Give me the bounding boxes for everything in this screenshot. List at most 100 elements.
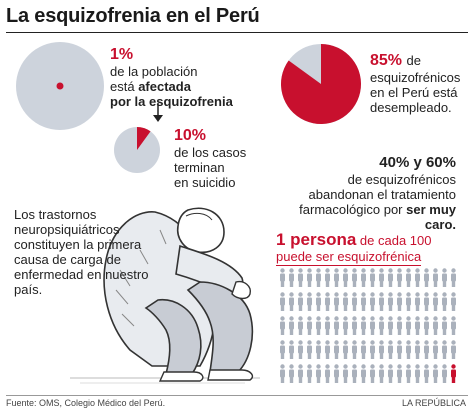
persona-value: 1 persona — [276, 230, 357, 249]
person-icon — [433, 292, 438, 311]
stat-treatment-line2: abandonan el tratamiento — [308, 187, 456, 202]
person-icon — [370, 268, 375, 287]
stat-suicide-value: 10% — [174, 127, 207, 144]
stat-population: 1% de la población está afectada por la … — [110, 46, 233, 109]
stat-unemployed-line1: de — [406, 53, 421, 68]
person-icon — [298, 292, 303, 311]
person-icon — [325, 316, 330, 335]
person-icon — [280, 316, 285, 335]
person-icon — [397, 340, 402, 359]
person-icon — [451, 340, 456, 359]
person-icon — [451, 292, 456, 311]
person-icon — [307, 268, 312, 287]
person-icon — [451, 316, 456, 335]
person-icon — [451, 268, 456, 287]
stat-treatment: 40% y 60% de esquizofrénicos abandonan e… — [272, 154, 456, 232]
people-grid — [280, 268, 456, 383]
person-icon — [343, 292, 348, 311]
persona-block: 1 persona de cada 100 puede ser esquizof… — [276, 230, 432, 266]
title-divider — [6, 32, 468, 33]
person-icon — [352, 292, 357, 311]
disorders-text: Los trastornos neuropsiquiátricos consti… — [14, 207, 149, 297]
person-icon — [379, 364, 384, 383]
person-icon — [298, 340, 303, 359]
person-icon — [415, 364, 420, 383]
person-icon — [334, 292, 339, 311]
person-icon — [316, 364, 321, 383]
person-icon — [442, 316, 447, 335]
person-icon — [361, 268, 366, 287]
person-icon — [388, 364, 393, 383]
stat-unemployed-line2: esquizofrénicos — [370, 70, 461, 85]
person-icon — [379, 292, 384, 311]
stat-unemployed-value: 85% de — [370, 52, 460, 70]
person-icon — [415, 268, 420, 287]
person-icon — [397, 316, 402, 335]
person-icon — [433, 340, 438, 359]
person-icon — [316, 292, 321, 311]
person-icon — [289, 268, 294, 287]
person-icon — [307, 316, 312, 335]
person-icon — [352, 316, 357, 335]
pie-population — [16, 42, 104, 130]
person-icon — [280, 340, 285, 359]
person-icon — [415, 340, 420, 359]
person-icon — [316, 316, 321, 335]
person-icon — [280, 292, 285, 311]
person-icon — [370, 316, 375, 335]
person-icon — [406, 340, 411, 359]
person-icon — [424, 340, 429, 359]
person-icon — [334, 268, 339, 287]
person-icon — [406, 268, 411, 287]
pie-unemployed — [281, 44, 362, 124]
person-icon — [307, 364, 312, 383]
person-icon — [397, 364, 402, 383]
footer-divider — [6, 395, 468, 396]
person-icon — [298, 316, 303, 335]
stat-treatment-line3-pre: farmacológico por — [299, 202, 407, 217]
person-icon — [352, 340, 357, 359]
person-icon — [352, 268, 357, 287]
person-icon — [424, 268, 429, 287]
stat-suicide-line1: de los casos — [174, 145, 247, 160]
person-icon — [361, 364, 366, 383]
person-icon — [316, 268, 321, 287]
person-icon — [325, 364, 330, 383]
pie-suicide — [114, 127, 160, 173]
stat-population-line2-pre: está — [110, 79, 139, 94]
person-icon — [298, 364, 303, 383]
person-icon — [325, 340, 330, 359]
person-icon — [424, 292, 429, 311]
persona-line1: 1 persona de cada 100 — [276, 230, 432, 249]
person-icon — [424, 316, 429, 335]
person-icon — [397, 292, 402, 311]
person-icon — [325, 268, 330, 287]
person-icon — [280, 364, 285, 383]
person-icon — [397, 268, 402, 287]
person-icon — [352, 364, 357, 383]
person-icon — [343, 364, 348, 383]
person-icon — [379, 268, 384, 287]
stat-suicide-line3: en suicidio — [174, 175, 236, 190]
person-icon — [289, 292, 294, 311]
person-icon — [307, 340, 312, 359]
stat-suicide-line2: terminan — [174, 160, 225, 175]
person-icon — [289, 340, 294, 359]
persona-line2-text: puede ser esquizofrénica — [276, 249, 422, 266]
persona-line2: puede ser esquizofrénica — [276, 249, 432, 266]
stat-population-value: 1% — [110, 46, 134, 63]
publisher-credit: LA REPÚBLICA — [401, 398, 466, 408]
person-icon — [442, 340, 447, 359]
stat-population-line2-bold: afectada — [138, 79, 191, 94]
stat-treatment-line3: farmacológico por ser muy caro. — [272, 202, 456, 232]
person-icon — [433, 364, 438, 383]
person-icon — [289, 364, 294, 383]
person-icon — [442, 292, 447, 311]
person-icon — [388, 292, 393, 311]
person-icon — [379, 340, 384, 359]
person-icon — [361, 316, 366, 335]
person-icon — [415, 316, 420, 335]
page-title: La esquizofrenia en el Perú — [6, 5, 260, 27]
person-icon — [424, 364, 429, 383]
person-icon — [307, 292, 312, 311]
